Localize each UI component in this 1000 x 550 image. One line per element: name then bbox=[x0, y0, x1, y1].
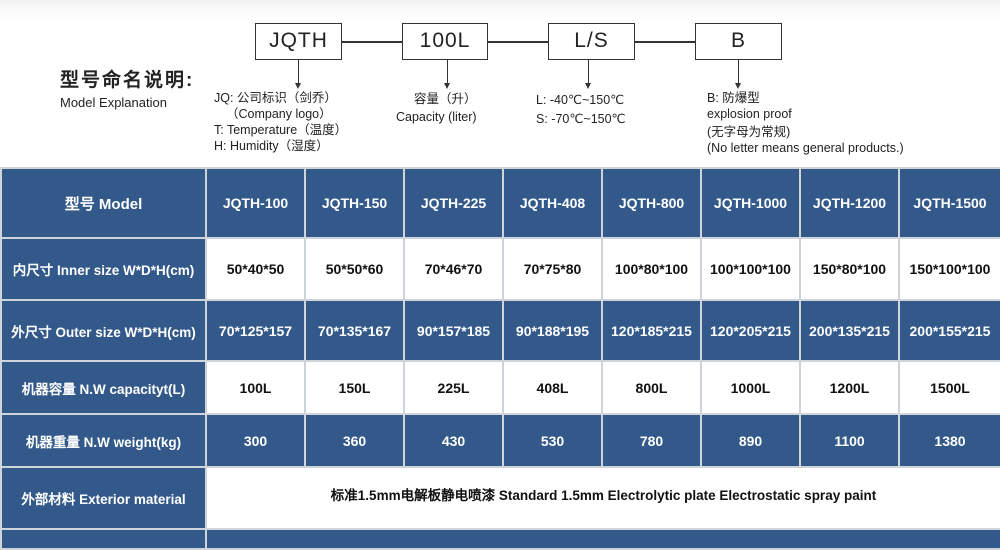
row-label bbox=[0, 528, 207, 550]
connector-line bbox=[488, 41, 548, 43]
explanation-title-en: Model Explanation bbox=[60, 95, 167, 110]
pointer-line bbox=[588, 60, 589, 85]
code-box-series: JQTH bbox=[255, 23, 342, 60]
cell: 200*135*215 bbox=[799, 299, 900, 362]
pointer-line bbox=[298, 60, 299, 85]
pointer-line bbox=[738, 60, 739, 85]
temp-range-s: S: -70℃~150℃ bbox=[536, 112, 626, 126]
exterior-value: 标准1.5mm电解板静电喷漆 Standard 1.5mm Electrolyt… bbox=[205, 466, 1000, 530]
cell: 360 bbox=[304, 413, 405, 468]
cell: 50*40*50 bbox=[205, 237, 306, 301]
jq-desc: JQ: 公司标识（剑乔） bbox=[214, 91, 337, 105]
arrow-down-icon bbox=[735, 83, 741, 89]
no-letter-zh: (无字母为常规) bbox=[707, 125, 791, 139]
cell: 200*155*215 bbox=[898, 299, 1000, 362]
model-header: JQTH-1000 bbox=[700, 167, 801, 239]
cell: 1380 bbox=[898, 413, 1000, 468]
code-box-capacity: 100L bbox=[402, 23, 488, 60]
cell: 70*75*80 bbox=[502, 237, 603, 301]
h-desc: H: Humidity（湿度） bbox=[214, 139, 329, 153]
cell: 150*100*100 bbox=[898, 237, 1000, 301]
model-header: JQTH-100 bbox=[205, 167, 306, 239]
table-row-capacity: 机器容量 N.W capacityt(L) 100L 150L 225L 408… bbox=[0, 360, 1000, 415]
cell: 1100 bbox=[799, 413, 900, 468]
no-letter-en: (No letter means general products.) bbox=[707, 141, 904, 155]
table-row-exterior: 外部材料 Exterior material 标准1.5mm电解板静电喷漆 St… bbox=[0, 466, 1000, 530]
model-header: JQTH-800 bbox=[601, 167, 702, 239]
pointer-line bbox=[447, 60, 448, 85]
arrow-down-icon bbox=[295, 83, 301, 89]
row-label: 机器容量 N.W capacityt(L) bbox=[0, 360, 207, 415]
cell: 408L bbox=[502, 360, 603, 415]
cell bbox=[205, 528, 1000, 550]
cell: 780 bbox=[601, 413, 702, 468]
temp-range-l: L: -40℃~150℃ bbox=[536, 93, 625, 107]
model-header: JQTH-1200 bbox=[799, 167, 900, 239]
table-row-partial bbox=[0, 528, 1000, 550]
connector-line bbox=[635, 41, 695, 43]
cell: 890 bbox=[700, 413, 801, 468]
b-desc-zh: B: 防爆型 bbox=[707, 91, 760, 105]
cell: 50*50*60 bbox=[304, 237, 405, 301]
cell: 100*80*100 bbox=[601, 237, 702, 301]
cell: 70*46*70 bbox=[403, 237, 504, 301]
cell: 70*125*157 bbox=[205, 299, 306, 362]
cell: 150*80*100 bbox=[799, 237, 900, 301]
cell: 1500L bbox=[898, 360, 1000, 415]
cell: 300 bbox=[205, 413, 306, 468]
row-label: 外尺寸 Outer size W*D*H(cm) bbox=[0, 299, 207, 362]
cell: 120*185*215 bbox=[601, 299, 702, 362]
table-header-row: 型号 Model JQTH-100 JQTH-150 JQTH-225 JQTH… bbox=[0, 167, 1000, 239]
connector-line bbox=[342, 41, 402, 43]
cell: 1000L bbox=[700, 360, 801, 415]
jq-desc-en: （Company logo） bbox=[226, 107, 332, 121]
cell: 100*100*100 bbox=[700, 237, 801, 301]
cell: 120*205*215 bbox=[700, 299, 801, 362]
t-desc: T: Temperature（温度） bbox=[214, 123, 348, 137]
explanation-title-zh: 型号命名说明: bbox=[60, 70, 195, 91]
cell: 90*157*185 bbox=[403, 299, 504, 362]
table-row-inner-size: 内尺寸 Inner size W*D*H(cm) 50*40*50 50*50*… bbox=[0, 237, 1000, 301]
arrow-down-icon bbox=[444, 83, 450, 89]
cell: 225L bbox=[403, 360, 504, 415]
cell: 800L bbox=[601, 360, 702, 415]
b-desc-en: explosion proof bbox=[707, 107, 792, 121]
arrow-down-icon bbox=[585, 83, 591, 89]
cell: 70*135*167 bbox=[304, 299, 405, 362]
cell: 90*188*195 bbox=[502, 299, 603, 362]
model-header: JQTH-408 bbox=[502, 167, 603, 239]
cell: 530 bbox=[502, 413, 603, 468]
cell: 430 bbox=[403, 413, 504, 468]
cell: 150L bbox=[304, 360, 405, 415]
model-header: JQTH-1500 bbox=[898, 167, 1000, 239]
capacity-desc-zh: 容量（升） bbox=[414, 92, 477, 106]
code-box-explosion: B bbox=[695, 23, 782, 60]
row-label: 外部材料 Exterior material bbox=[0, 466, 207, 530]
model-header: JQTH-150 bbox=[304, 167, 405, 239]
cell: 100L bbox=[205, 360, 306, 415]
table-row-weight: 机器重量 N.W weight(kg) 300 360 430 530 780 … bbox=[0, 413, 1000, 468]
model-explanation: 型号命名说明: Model Explanation JQTH 100L L/S … bbox=[0, 0, 1000, 167]
capacity-desc-en: Capacity (liter) bbox=[396, 110, 477, 124]
row-label: 内尺寸 Inner size W*D*H(cm) bbox=[0, 237, 207, 301]
header-label: 型号 Model bbox=[0, 167, 207, 239]
table-row-outer-size: 外尺寸 Outer size W*D*H(cm) 70*125*157 70*1… bbox=[0, 299, 1000, 362]
code-box-temperature: L/S bbox=[548, 23, 635, 60]
model-header: JQTH-225 bbox=[403, 167, 504, 239]
row-label: 机器重量 N.W weight(kg) bbox=[0, 413, 207, 468]
cell: 1200L bbox=[799, 360, 900, 415]
spec-table: 型号 Model JQTH-100 JQTH-150 JQTH-225 JQTH… bbox=[0, 167, 1000, 550]
